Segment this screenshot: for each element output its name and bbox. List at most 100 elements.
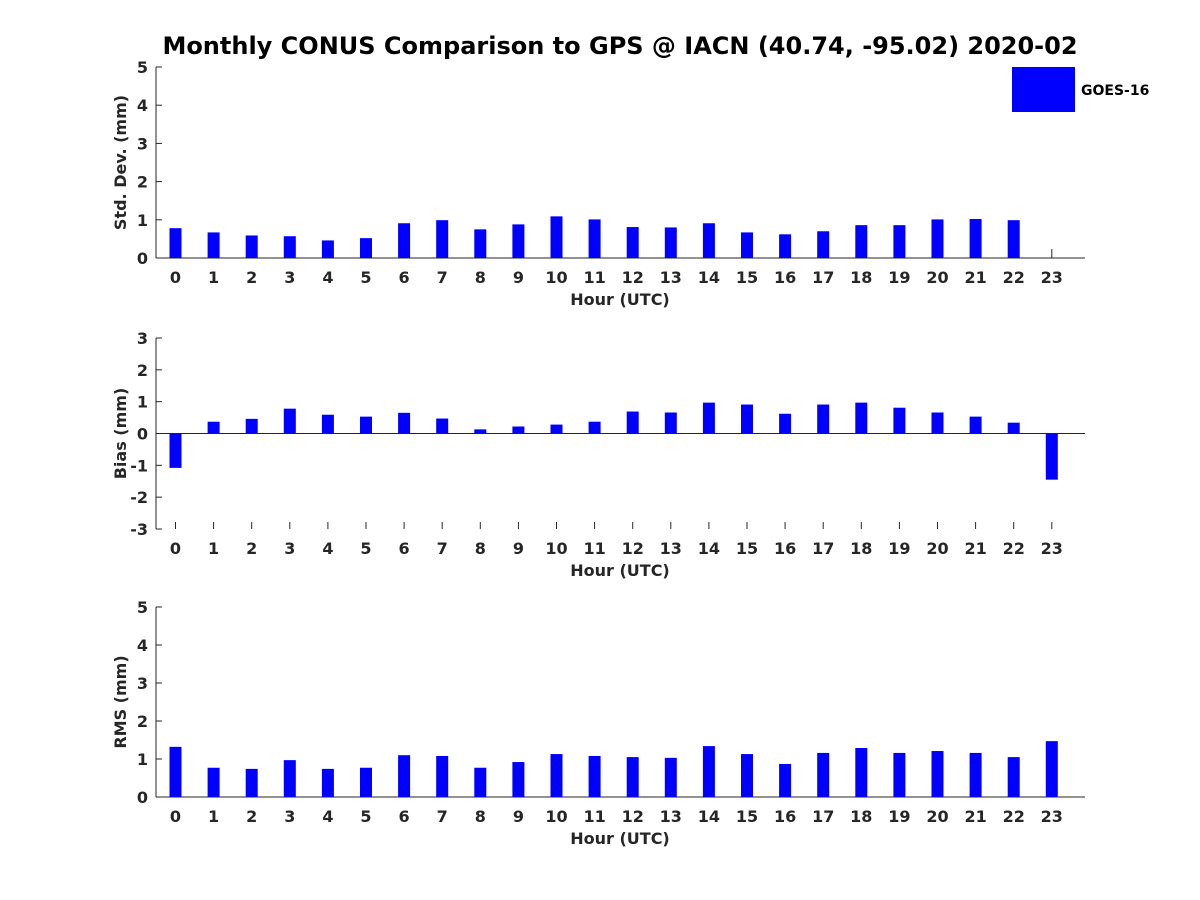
y-tick-label: 2 bbox=[137, 361, 148, 380]
y-tick-label: 2 bbox=[137, 712, 148, 731]
bar bbox=[741, 232, 753, 258]
y-tick-label: 1 bbox=[137, 211, 148, 230]
bar bbox=[702, 746, 715, 797]
bar bbox=[817, 231, 830, 258]
x-tick-label: 6 bbox=[399, 539, 410, 558]
bar bbox=[702, 402, 715, 434]
bar bbox=[398, 755, 411, 797]
bar bbox=[245, 768, 258, 797]
x-tick-label: 20 bbox=[926, 268, 948, 287]
x-tick-label: 8 bbox=[475, 807, 486, 826]
legend-swatch bbox=[1012, 67, 1075, 112]
bar bbox=[169, 746, 182, 797]
y-tick-label: 0 bbox=[137, 425, 148, 444]
x-tick-label: 1 bbox=[208, 268, 219, 287]
y-tick-label: 1 bbox=[137, 750, 148, 769]
bar bbox=[283, 760, 296, 797]
x-tick-label: 0 bbox=[170, 268, 181, 287]
bar bbox=[855, 747, 868, 797]
bar bbox=[779, 413, 792, 434]
bar bbox=[702, 223, 715, 258]
x-tick-label: 15 bbox=[736, 539, 758, 558]
x-tick-label: 13 bbox=[660, 268, 682, 287]
bar bbox=[550, 424, 563, 434]
x-tick-label: 23 bbox=[1041, 807, 1063, 826]
y-tick-label: 0 bbox=[137, 788, 148, 807]
y-axis-label: RMS (mm) bbox=[111, 655, 130, 748]
y-tick-label: 3 bbox=[137, 329, 148, 348]
x-tick-label: 13 bbox=[660, 807, 682, 826]
bar bbox=[474, 429, 487, 434]
x-tick-label: 7 bbox=[437, 807, 448, 826]
bar bbox=[741, 754, 753, 797]
y-tick-label: 5 bbox=[137, 58, 148, 77]
y-axis-label: Std. Dev. (mm) bbox=[111, 95, 130, 230]
bar bbox=[588, 421, 601, 434]
bar bbox=[779, 234, 792, 258]
x-tick-label: 11 bbox=[583, 539, 605, 558]
x-tick-label: 4 bbox=[322, 807, 333, 826]
bar bbox=[283, 408, 296, 434]
bar bbox=[779, 763, 792, 797]
y-tick-label: -3 bbox=[130, 520, 148, 539]
bar bbox=[893, 752, 906, 797]
bar bbox=[436, 755, 449, 797]
bar bbox=[893, 407, 906, 434]
x-tick-label: 14 bbox=[698, 539, 720, 558]
y-tick-label: 2 bbox=[137, 173, 148, 192]
bar bbox=[817, 404, 830, 434]
x-tick-label: 12 bbox=[622, 807, 644, 826]
x-tick-label: 11 bbox=[583, 268, 605, 287]
bar bbox=[512, 224, 525, 258]
x-tick-label: 5 bbox=[360, 807, 371, 826]
x-tick-label: 4 bbox=[322, 268, 333, 287]
x-tick-label: 16 bbox=[774, 539, 796, 558]
x-tick-label: 8 bbox=[475, 539, 486, 558]
x-tick-label: 23 bbox=[1041, 268, 1063, 287]
x-tick-label: 9 bbox=[513, 807, 524, 826]
bar bbox=[1007, 422, 1020, 434]
x-tick-label: 20 bbox=[926, 807, 948, 826]
bar bbox=[741, 404, 753, 434]
x-tick-label: 10 bbox=[545, 268, 567, 287]
x-tick-label: 19 bbox=[888, 539, 910, 558]
bar bbox=[283, 236, 296, 258]
y-tick-label: 4 bbox=[137, 96, 148, 115]
bar bbox=[969, 416, 982, 434]
bar bbox=[169, 228, 182, 258]
y-tick-label: 0 bbox=[137, 249, 148, 268]
x-tick-label: 22 bbox=[1003, 268, 1025, 287]
bar bbox=[207, 232, 220, 258]
x-tick-label: 7 bbox=[437, 539, 448, 558]
bar bbox=[969, 752, 982, 797]
bar bbox=[436, 418, 449, 434]
x-tick-label: 19 bbox=[888, 807, 910, 826]
bar bbox=[360, 767, 372, 797]
x-tick-label: 10 bbox=[545, 807, 567, 826]
x-tick-label: 15 bbox=[736, 268, 758, 287]
x-tick-label: 9 bbox=[513, 539, 524, 558]
legend-label: GOES-16 bbox=[1081, 83, 1149, 99]
bar bbox=[398, 223, 411, 258]
bar bbox=[1045, 741, 1058, 797]
x-tick-label: 5 bbox=[360, 268, 371, 287]
bar bbox=[626, 411, 639, 434]
bar bbox=[664, 227, 677, 258]
x-tick-label: 21 bbox=[964, 807, 986, 826]
bar bbox=[664, 757, 677, 797]
x-tick-label: 0 bbox=[170, 807, 181, 826]
legend: GOES-16 bbox=[1012, 67, 1149, 112]
bar bbox=[664, 412, 677, 434]
bar bbox=[321, 240, 334, 258]
y-axis-label: Bias (mm) bbox=[111, 388, 130, 480]
bar bbox=[855, 225, 868, 258]
bar bbox=[360, 238, 372, 258]
bar bbox=[436, 220, 449, 258]
y-tick-label: 3 bbox=[137, 674, 148, 693]
x-tick-label: 3 bbox=[284, 807, 295, 826]
bar bbox=[245, 418, 258, 434]
bar bbox=[474, 229, 487, 258]
